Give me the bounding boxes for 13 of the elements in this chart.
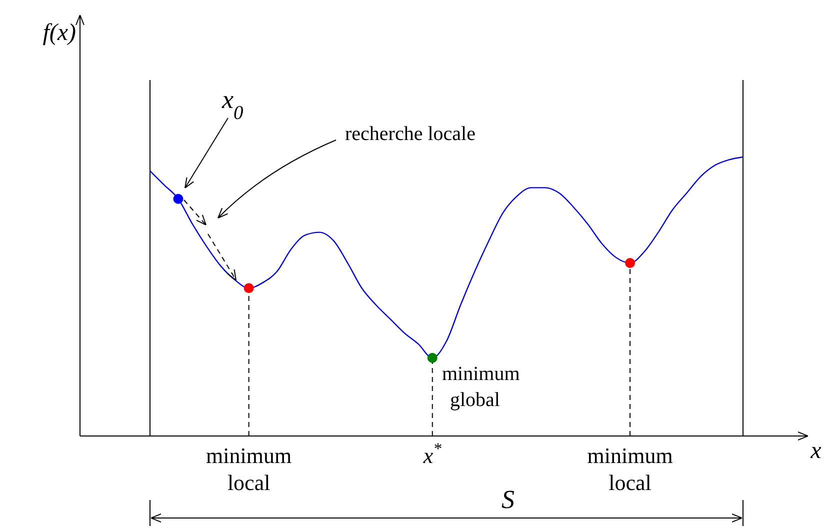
text: S	[502, 485, 514, 514]
text: f(x)	[42, 20, 76, 46]
point	[625, 258, 636, 268]
annotation: minimum global	[442, 363, 520, 411]
x-tick-label: x$^{*}$	[422, 438, 442, 468]
text: x$_{0}$	[221, 85, 244, 124]
point	[173, 194, 184, 204]
x-axis-title: x	[810, 438, 822, 464]
x-tick-label: minimum local	[206, 443, 292, 495]
point	[244, 283, 254, 294]
text: recherche locale	[345, 123, 476, 145]
point	[427, 352, 438, 363]
x-tick-label: minimum local	[587, 443, 673, 495]
